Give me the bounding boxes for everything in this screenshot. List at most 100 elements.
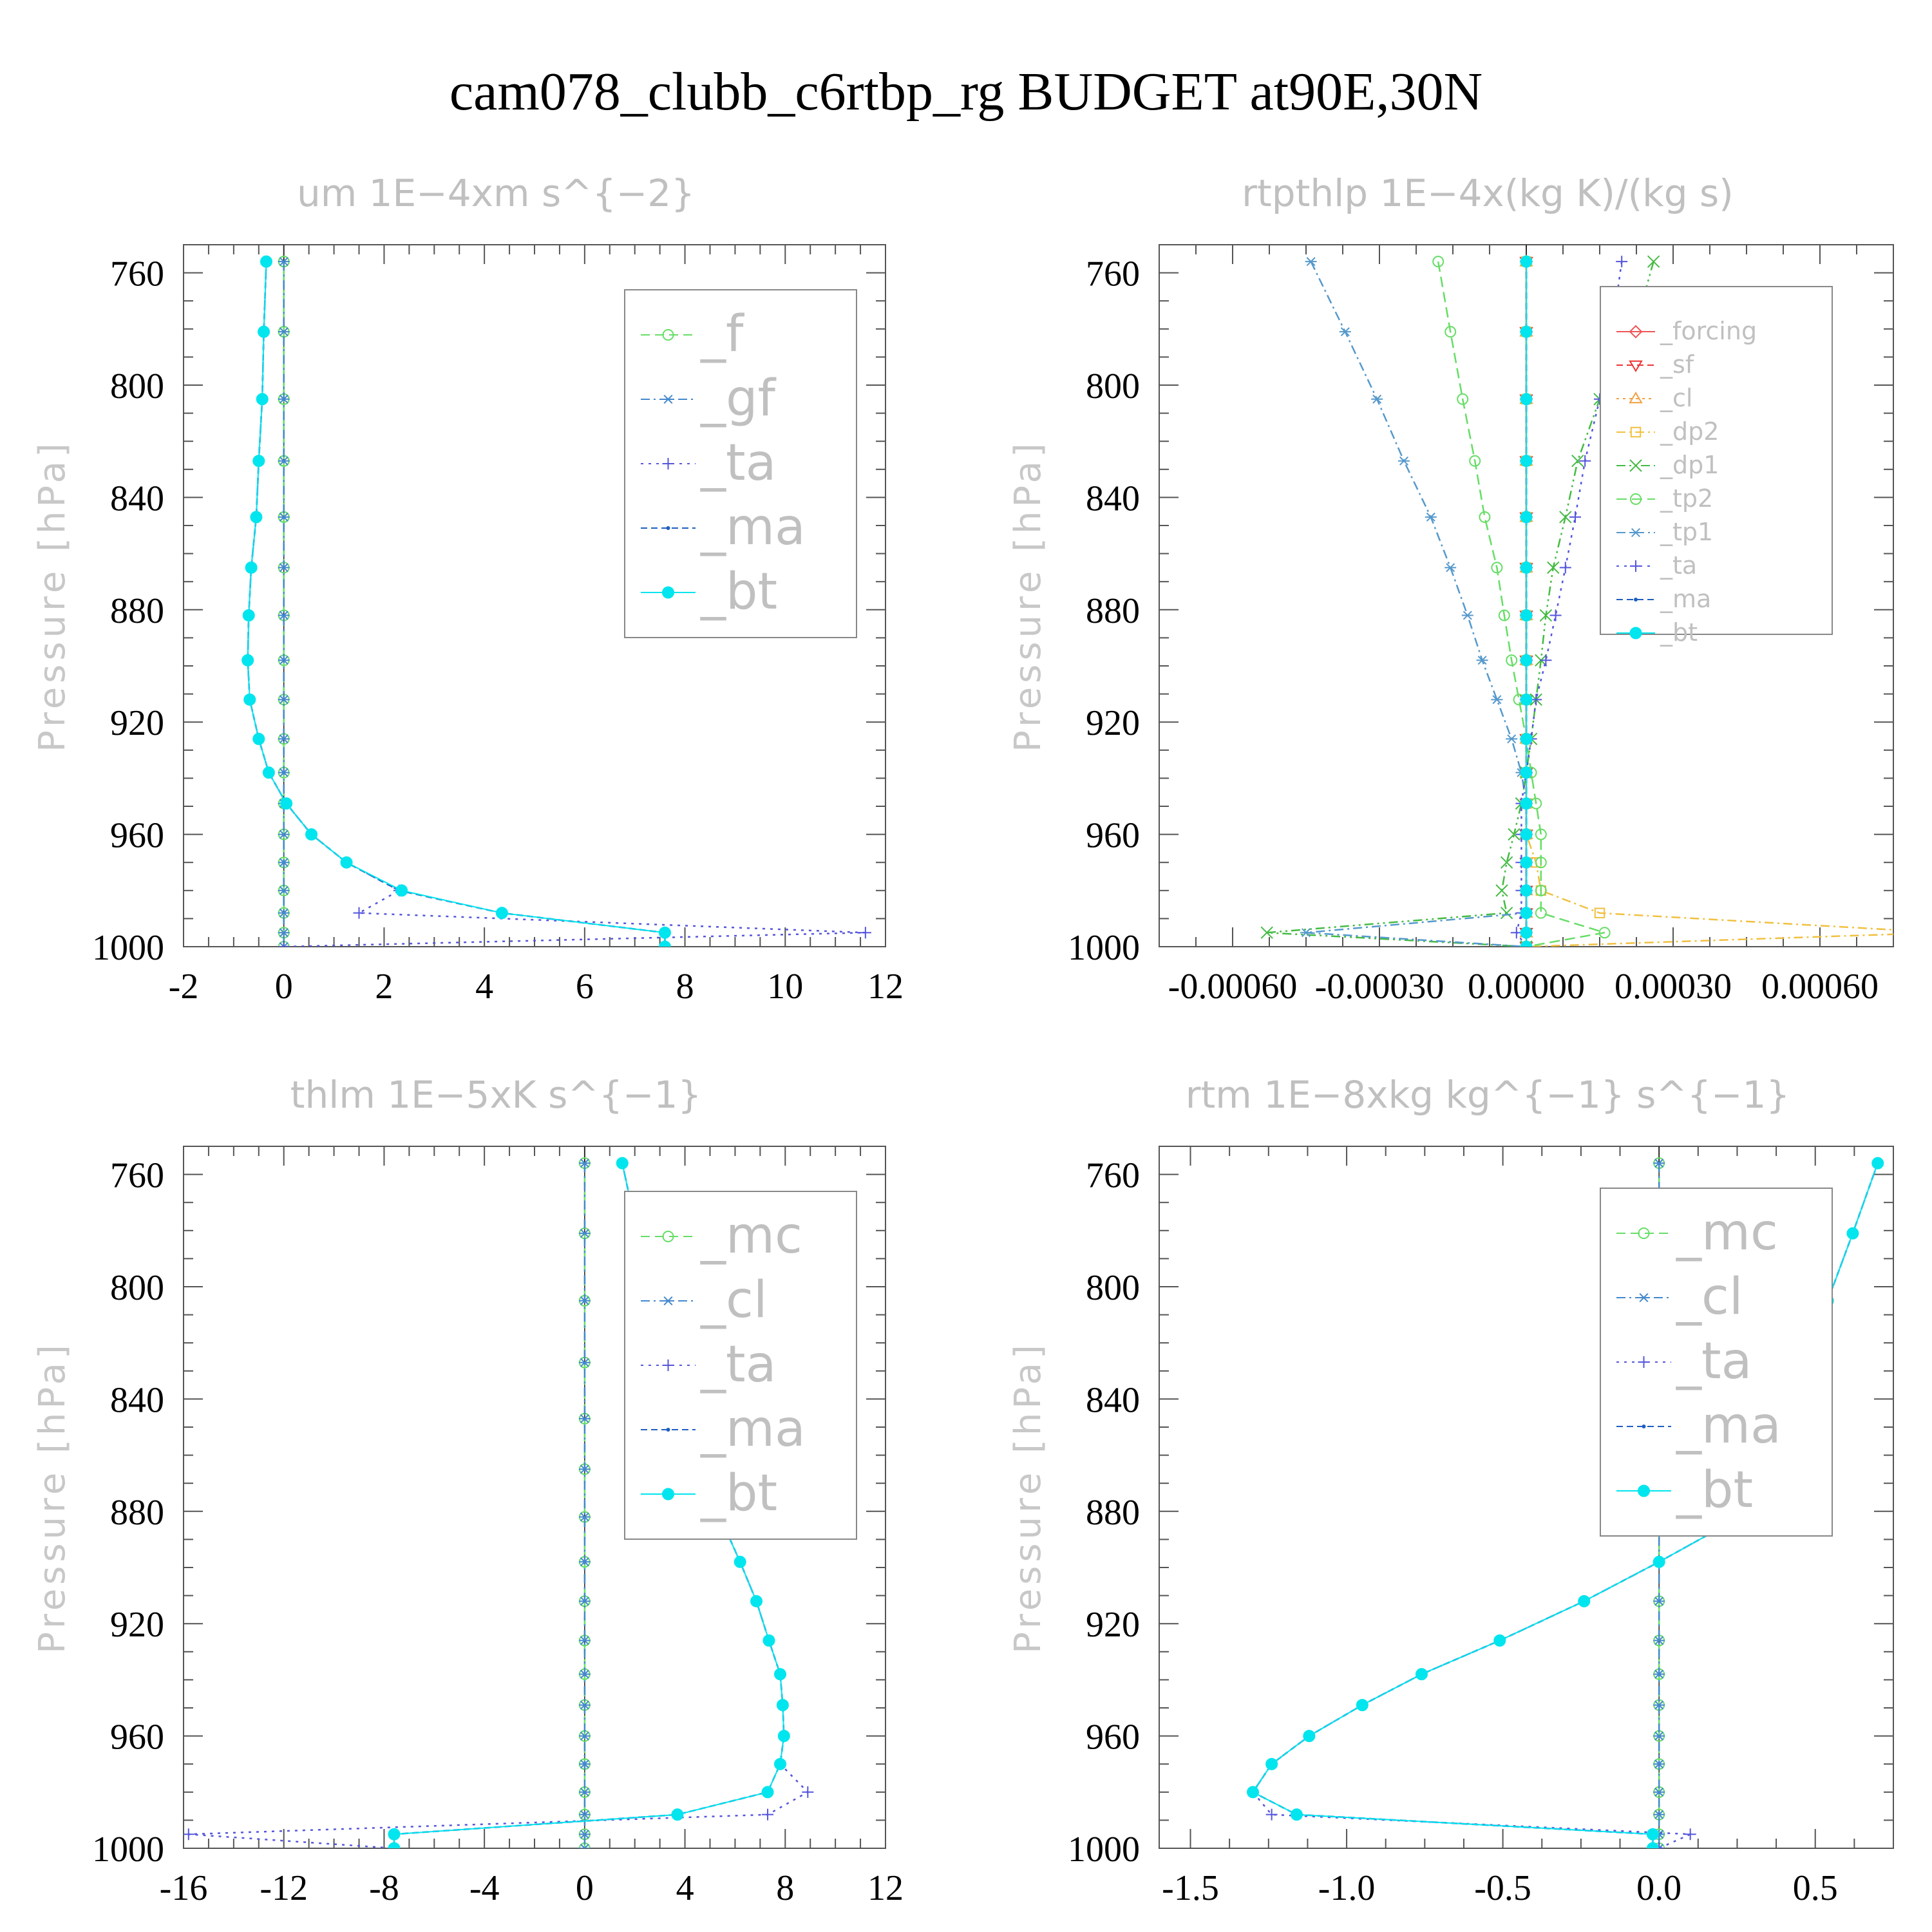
legend-label: _tp2 <box>1660 484 1713 513</box>
legend-marker <box>662 1488 674 1501</box>
data-point <box>278 695 290 705</box>
data-point <box>353 907 365 919</box>
data-point <box>1508 828 1520 841</box>
data-point <box>1653 1700 1665 1710</box>
data-point <box>1520 732 1533 745</box>
legend-marker <box>662 329 674 341</box>
data-point <box>859 927 871 939</box>
data-point <box>256 393 269 406</box>
data-point <box>278 563 290 573</box>
legend-marker <box>1638 1227 1650 1239</box>
legend: _forcing _sf _cl _dp2 _dp1 _tp2 _tp1 _ta _ma _bt <box>1600 286 1833 647</box>
data-point <box>1498 609 1510 621</box>
data-point <box>252 732 265 745</box>
data-point <box>278 257 290 267</box>
legend-label: _ma <box>700 498 806 556</box>
x-tick-label: 0.00000 <box>1468 967 1585 1007</box>
data-point <box>495 907 508 920</box>
data-point <box>750 1595 763 1607</box>
legend-box <box>1600 286 1833 635</box>
data-point <box>1457 393 1469 405</box>
data-point <box>278 908 290 918</box>
data-point <box>578 1787 591 1797</box>
data-point <box>1444 326 1457 338</box>
x-tick-label: 0.0 <box>1636 1868 1681 1908</box>
data-point <box>1594 907 1605 918</box>
data-point <box>280 797 293 810</box>
data-point <box>262 766 275 779</box>
legend-marker <box>1630 426 1642 438</box>
legend-marker <box>1638 1356 1650 1368</box>
legend-label: _dp2 <box>1660 417 1719 446</box>
legend-label: _mc <box>700 1207 802 1265</box>
data-point <box>1653 1596 1665 1606</box>
data-point <box>1547 561 1560 574</box>
data-point <box>388 1828 401 1841</box>
data-point <box>578 1843 591 1848</box>
x-tick-label: -0.5 <box>1474 1868 1531 1908</box>
y-tick-label: 960 <box>1086 816 1140 856</box>
data-point <box>1506 654 1518 667</box>
data-point <box>1579 455 1591 467</box>
legend: _mc _cl _ta _ma _bt <box>624 1191 857 1540</box>
series-bt <box>242 255 671 947</box>
data-point <box>278 456 290 466</box>
legend-label: _dp1 <box>1660 451 1719 479</box>
series-bt <box>1520 255 1533 947</box>
plot-area <box>1260 245 1893 947</box>
panel-title: rtpthlp 1E−4x(kg K)/(kg s) <box>1242 171 1734 215</box>
data-point <box>1653 1731 1665 1741</box>
data-point <box>762 1808 774 1821</box>
data-point <box>245 561 258 574</box>
x-tick-label: -16 <box>160 1868 208 1908</box>
legend-label: _gf <box>700 370 777 428</box>
y-tick-label: 920 <box>110 1605 164 1645</box>
legend-marker <box>1630 493 1642 505</box>
y-tick-label: 960 <box>1086 1718 1140 1757</box>
data-point <box>578 1464 591 1474</box>
data-point <box>278 941 290 947</box>
data-point <box>1647 255 1660 268</box>
legend-marker <box>662 1231 674 1242</box>
series-tp1 <box>1300 257 1532 947</box>
x-tick-label: 4 <box>475 967 493 1007</box>
data-point <box>1653 1787 1665 1797</box>
data-point <box>578 1414 591 1423</box>
legend-marker <box>1634 598 1638 601</box>
data-point <box>1506 734 1518 744</box>
y-tick-label: 880 <box>1086 591 1140 631</box>
data-point <box>278 611 290 620</box>
data-point <box>658 926 671 939</box>
x-tick-label: 8 <box>776 1868 794 1908</box>
legend-marker <box>1629 360 1643 372</box>
data-point <box>1290 1808 1303 1821</box>
main-title: cam078_clubb_c6rtbp_rg BUDGET at90E,30N <box>450 62 1482 122</box>
data-point <box>1415 1668 1428 1681</box>
y-tick-label: 760 <box>110 1156 164 1196</box>
panel-2: rtpthlp 1E−4x(kg K)/(kg s) Pressure [hPa]… <box>1007 171 1894 1007</box>
data-point <box>802 1786 814 1798</box>
data-point <box>1540 654 1552 667</box>
y-axis-label: Pressure [hPa] <box>32 1341 73 1654</box>
data-point <box>777 1730 790 1743</box>
data-point <box>278 394 290 404</box>
series-line <box>1305 261 1528 947</box>
legend-label: _ta <box>700 1336 776 1394</box>
data-point <box>340 856 353 869</box>
series-line <box>1267 261 1654 947</box>
y-tick-label: 760 <box>110 254 164 294</box>
x-tick-label: 0.5 <box>1793 1868 1838 1908</box>
panel-title: rtm 1E−8xkg kg^{−1} s^{−1} <box>1186 1073 1790 1117</box>
data-point <box>578 1830 591 1839</box>
legend: _f _gf _ta _ma _bt <box>624 289 857 638</box>
legend-label: _tp1 <box>1660 518 1713 546</box>
data-point <box>1425 512 1437 522</box>
data-point <box>260 255 272 268</box>
data-point <box>252 455 265 468</box>
data-point <box>578 1636 591 1645</box>
data-point <box>578 1596 591 1606</box>
y-tick-label: 880 <box>1086 1493 1140 1533</box>
legend-label: _f <box>700 305 744 363</box>
data-point <box>1646 1828 1659 1841</box>
